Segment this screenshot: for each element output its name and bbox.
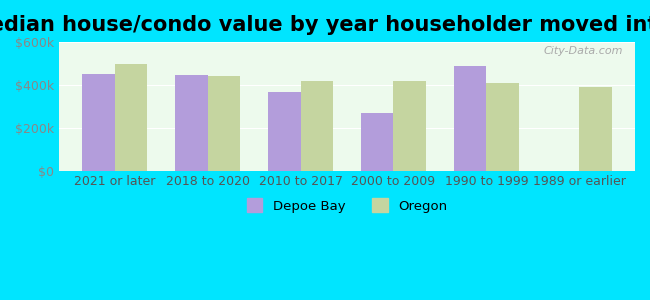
Text: City-Data.com: City-Data.com	[544, 46, 623, 56]
Bar	[393, 81, 426, 171]
Bar	[82, 74, 115, 171]
Bar	[486, 83, 519, 171]
Bar	[207, 76, 240, 171]
Bar	[300, 81, 333, 171]
Bar	[454, 66, 486, 171]
Bar	[268, 92, 300, 171]
Bar	[175, 75, 207, 171]
Bar	[361, 113, 393, 171]
Title: Median house/condo value by year householder moved into unit: Median house/condo value by year househo…	[0, 15, 650, 35]
Legend: Depoe Bay, Oregon: Depoe Bay, Oregon	[241, 193, 453, 218]
Bar	[579, 87, 612, 171]
Bar	[115, 64, 148, 171]
